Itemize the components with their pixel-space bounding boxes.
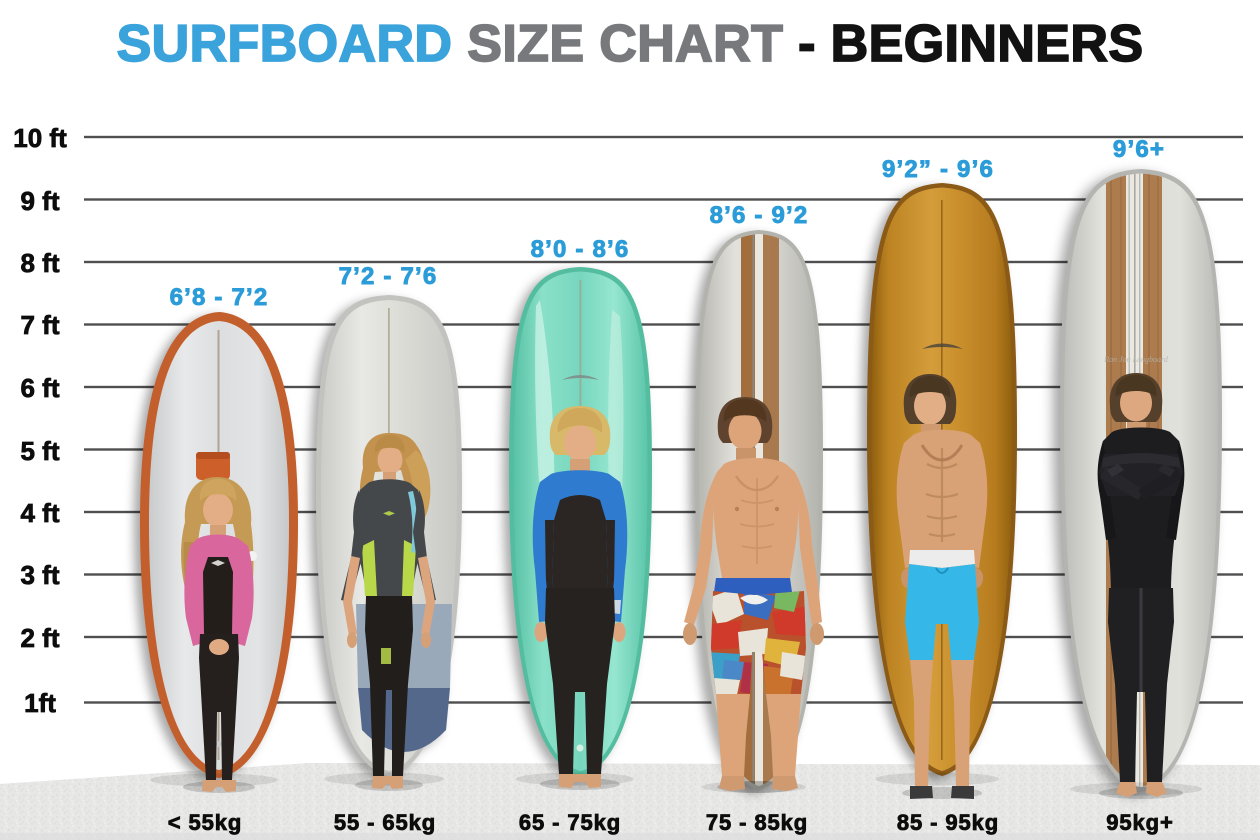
svg-text:Ron Jon Longboard: Ron Jon Longboard: [1103, 355, 1169, 364]
